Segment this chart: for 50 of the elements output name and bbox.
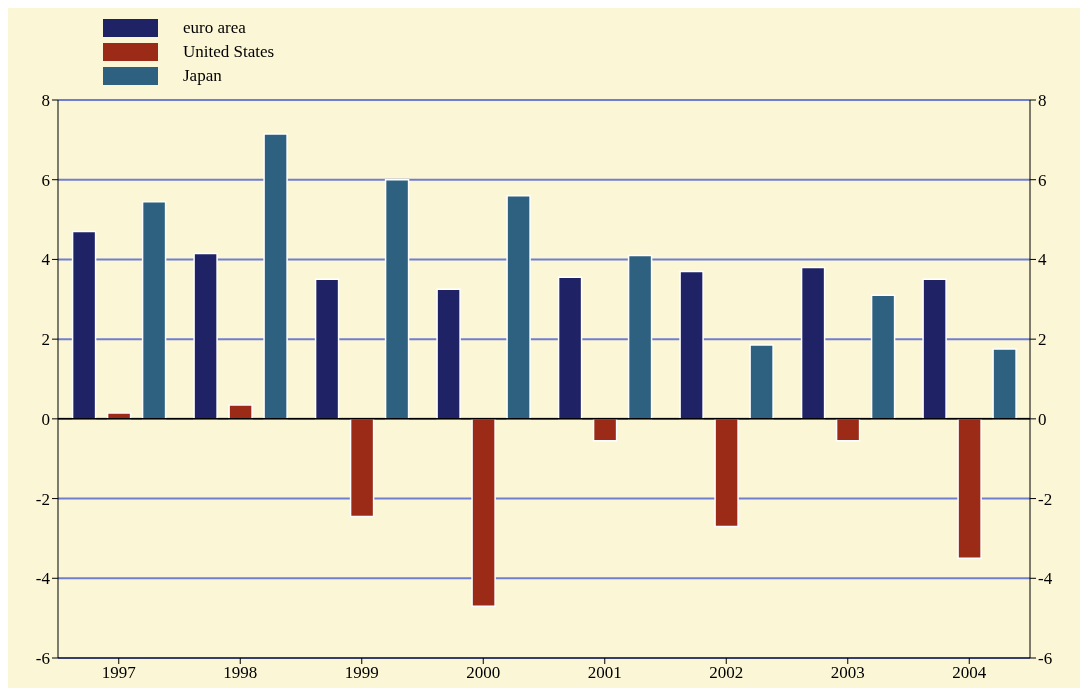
bar <box>870 294 896 420</box>
bar <box>714 418 739 528</box>
y-tick-label: 2 <box>41 330 50 350</box>
y2-tick-label: 8 <box>1038 91 1047 111</box>
y-tick-label: -4 <box>35 569 51 589</box>
bar <box>800 266 826 420</box>
x-tick-label: 2003 <box>830 663 865 683</box>
y-tick-label: 8 <box>41 91 50 111</box>
bar <box>314 278 340 420</box>
y-tick-label: 6 <box>41 170 50 190</box>
bar <box>263 133 288 420</box>
y2-tick-label: 4 <box>1038 250 1047 270</box>
bar <box>193 252 218 420</box>
legend-label: euro area <box>183 18 246 38</box>
x-tick-label: 2001 <box>587 663 622 683</box>
y-tick-label: -2 <box>35 489 50 509</box>
bar <box>436 288 461 420</box>
y2-tick-label: -4 <box>1038 569 1053 589</box>
bar <box>71 230 97 420</box>
bar <box>228 404 253 420</box>
y-tick-label: 4 <box>41 250 51 270</box>
bar <box>749 344 774 420</box>
bar <box>957 418 982 560</box>
y2-tick-label: -6 <box>1038 649 1053 669</box>
x-tick-label: 1997 <box>101 663 137 683</box>
x-tick-label: 1998 <box>223 663 258 683</box>
x-tick-label: 2002 <box>709 663 744 683</box>
bar <box>627 254 653 420</box>
x-tick-label: 2000 <box>466 663 501 683</box>
x-tick-label: 2004 <box>952 663 987 683</box>
bar <box>679 270 704 420</box>
y2-tick-label: -2 <box>1038 489 1053 509</box>
y2-tick-label: 2 <box>1038 330 1047 350</box>
x-tick-label: 1999 <box>344 663 379 683</box>
bar <box>592 418 618 442</box>
bar <box>992 348 1017 420</box>
bar <box>557 276 583 420</box>
legend-label: United States <box>183 42 275 62</box>
bar <box>141 200 167 420</box>
y-tick-label: -6 <box>35 649 50 669</box>
y2-tick-label: 0 <box>1038 409 1047 429</box>
y-tick-label: 0 <box>41 409 50 429</box>
bar <box>471 418 496 607</box>
bar <box>349 418 375 518</box>
bar <box>835 418 861 442</box>
bar <box>384 178 410 420</box>
bar <box>506 194 531 420</box>
y2-tick-label: 6 <box>1038 170 1047 190</box>
bar <box>922 278 947 420</box>
legend-label: Japan <box>183 66 222 86</box>
